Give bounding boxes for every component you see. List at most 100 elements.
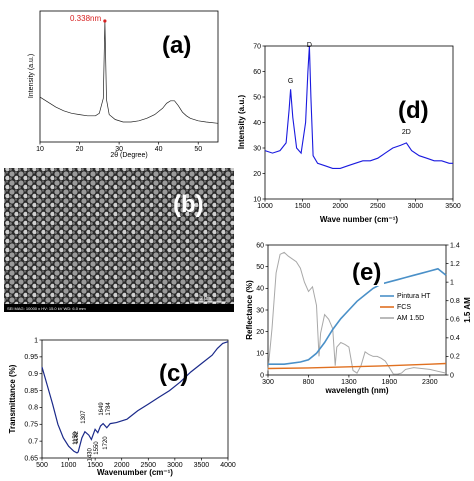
panel-d-band-label: D bbox=[307, 42, 312, 49]
panel-e-series-am15d bbox=[267, 251, 447, 375]
panel-e-ytick-label: 0 bbox=[260, 372, 264, 379]
panel-a-xtick-label: 10 bbox=[36, 146, 44, 153]
panel-d-band-label: 2D bbox=[402, 129, 411, 136]
panel-e-ytick-label: 10 bbox=[256, 351, 264, 358]
panel-c-ytick-label: 0.65 bbox=[24, 455, 38, 462]
panel-e-ytick-label: 20 bbox=[256, 329, 264, 336]
panel-b-sem: SEI MAG: 10000 x HV: 15.0 kV WD: 6.0 mm … bbox=[4, 168, 234, 312]
panel-e-right-ytick-label: 0.4 bbox=[450, 335, 460, 342]
panel-a-annotation: 0.338nm bbox=[70, 14, 101, 23]
panel-e-ytick-label: 50 bbox=[256, 264, 264, 271]
panel-e-series-pintura bbox=[268, 267, 447, 365]
panel-c-series-line bbox=[41, 341, 229, 454]
panel-c-peak-label: 1649 bbox=[99, 402, 105, 416]
panel-d-ytick-label: 60 bbox=[253, 69, 261, 76]
panel-a-xtick-label: 20 bbox=[76, 146, 84, 153]
panel-e-series-fcs bbox=[267, 362, 447, 370]
panel-d-xtick-label: 3000 bbox=[408, 203, 424, 210]
panel-c-ytick-label: 1 bbox=[34, 337, 38, 344]
panel-e-xtick-label: 1300 bbox=[341, 379, 357, 386]
panel-c-xtick-label: 3500 bbox=[194, 462, 210, 469]
panel-b-scale-label: 2 μm bbox=[200, 296, 211, 302]
panel-a-xrd: 10 20 30 40 50 0.338nm (a) 2θ (Degree) Inten… bbox=[28, 10, 219, 159]
legend-label-pintura: Pintura HT bbox=[397, 293, 431, 300]
panel-e-right-ytick-label: 0.6 bbox=[450, 317, 460, 324]
panel-c-letter: (c) bbox=[159, 360, 188, 387]
panel-d-ytick-label: 40 bbox=[253, 120, 261, 127]
panel-c-xtick-label: 2000 bbox=[114, 462, 130, 469]
panel-c-ytick-label: 0.85 bbox=[24, 388, 38, 395]
panel-d-series-line bbox=[264, 45, 453, 169]
panel-d-xtick-label: 1500 bbox=[295, 203, 311, 210]
panel-c-xtick-label: 1000 bbox=[61, 462, 77, 469]
panel-e-ylabel: Reflectance (%) bbox=[245, 280, 254, 340]
panel-b-letter: (b) bbox=[173, 191, 204, 218]
panel-e-ytick-label: 40 bbox=[256, 286, 264, 293]
panel-c-ytick-label: 0.9 bbox=[28, 371, 38, 378]
panel-a-series-line bbox=[39, 20, 219, 124]
panel-a-letter: (a) bbox=[162, 32, 191, 59]
panel-e-xtick-label: 2300 bbox=[422, 379, 438, 386]
panel-d-ytick-label: 10 bbox=[253, 196, 261, 203]
panel-c-xtick-label: 3000 bbox=[167, 462, 183, 469]
panel-e-xtick-label: 300 bbox=[262, 379, 274, 386]
panel-d-raman: 1000 1500 2000 2500 3000 3500 10 20 30 40 50 60 70 G… bbox=[237, 42, 461, 224]
panel-c-peak-label: 1182 bbox=[74, 430, 80, 444]
panel-c-xtick-label: 4000 bbox=[220, 462, 236, 469]
legend-label-fcs: FCS bbox=[397, 304, 411, 311]
panel-c-peak-label: 1307 bbox=[81, 410, 87, 424]
panel-d-ytick-label: 30 bbox=[253, 145, 261, 152]
panel-a-xtick-label: 40 bbox=[155, 146, 163, 153]
panel-e-ytick-label: 60 bbox=[256, 242, 264, 249]
panel-b-image bbox=[4, 168, 234, 312]
panel-c-ytick-label: 0.75 bbox=[24, 422, 38, 429]
panel-d-xtick-label: 2000 bbox=[332, 203, 348, 210]
panel-e-letter: (e) bbox=[352, 259, 381, 286]
panel-e-legend: Pintura HT FCS AM 1.5D bbox=[380, 293, 431, 322]
panel-e-right-ytick-label: 1.2 bbox=[450, 261, 460, 268]
panel-c-frame bbox=[41, 339, 229, 459]
panel-e-xtick-label: 800 bbox=[303, 379, 315, 386]
panel-c-peak-label: 1159 bbox=[73, 431, 79, 445]
panel-e-right-ytick-label: 1 bbox=[450, 279, 454, 286]
panel-d-ytick-label: 20 bbox=[253, 171, 261, 178]
panel-e-y2label: 1.5 AM bbox=[463, 297, 472, 323]
panel-b-caption: SEI MAG: 10000 x HV: 15.0 kV WD: 6.0 mm bbox=[7, 306, 86, 311]
panel-d-xtick-label: 1000 bbox=[257, 203, 273, 210]
panel-c-peak-label: 1430 bbox=[87, 447, 93, 461]
panel-d-xtick-label: 2500 bbox=[370, 203, 386, 210]
panel-a-ylabel: Intensity (a.u.) bbox=[28, 54, 35, 98]
panel-e-reflectance: 300 800 1300 1800 2300 0 10 20 30 40 50 60 0 0.2 0.4 0.… bbox=[245, 242, 472, 395]
panel-a-xlabel: 2θ (Degree) bbox=[110, 152, 147, 159]
panel-c-ftir: 500 1000 1500 2000 2500 3000 3500 4000 0.65 0.7 0.… bbox=[8, 337, 236, 477]
panel-a-frame bbox=[39, 10, 219, 143]
panel-d-ylabel: Intensity (a.u.) bbox=[237, 95, 246, 150]
panel-e-xtick-label: 1800 bbox=[382, 379, 398, 386]
panel-c-peak-label: 1550 bbox=[94, 441, 100, 455]
panel-c-xtick-label: 500 bbox=[36, 462, 48, 469]
panel-d-band-label: G bbox=[288, 78, 293, 85]
panel-d-ytick-label: 70 bbox=[253, 43, 261, 50]
panel-e-right-ytick-label: 1.4 bbox=[450, 242, 460, 249]
panel-e-right-ytick-label: 0.8 bbox=[450, 298, 460, 305]
panel-e-right-ytick-label: 0.2 bbox=[450, 354, 460, 361]
panel-d-ytick-label: 50 bbox=[253, 94, 261, 101]
panel-c-ylabel: Transmittance (%) bbox=[8, 364, 17, 433]
panel-c-xtick-label: 1500 bbox=[87, 462, 103, 469]
panel-a-peak-marker bbox=[103, 19, 107, 23]
panel-e-ytick-label: 30 bbox=[256, 307, 264, 314]
panel-c-xlabel: Wavenumber (cm⁻¹) bbox=[97, 468, 173, 477]
panel-c-peak-label: 1784 bbox=[106, 402, 112, 416]
legend-label-am15d: AM 1.5D bbox=[397, 315, 424, 322]
panel-c-ytick-label: 0.95 bbox=[24, 354, 38, 361]
panel-c-peak-label: 1720 bbox=[103, 436, 109, 450]
panel-d-xlabel: Wave number (cm⁻¹) bbox=[320, 215, 398, 224]
panel-a-xtick-label: 30 bbox=[115, 146, 123, 153]
panel-e-xlabel: wavelength (nm) bbox=[324, 386, 388, 395]
panel-e-letter-bg bbox=[352, 256, 384, 286]
panel-e-right-ytick-label: 0 bbox=[450, 372, 454, 379]
panel-b-infobar bbox=[4, 304, 234, 312]
panel-c-ytick-label: 0.8 bbox=[28, 405, 38, 412]
panel-d-letter: (d) bbox=[398, 97, 429, 124]
